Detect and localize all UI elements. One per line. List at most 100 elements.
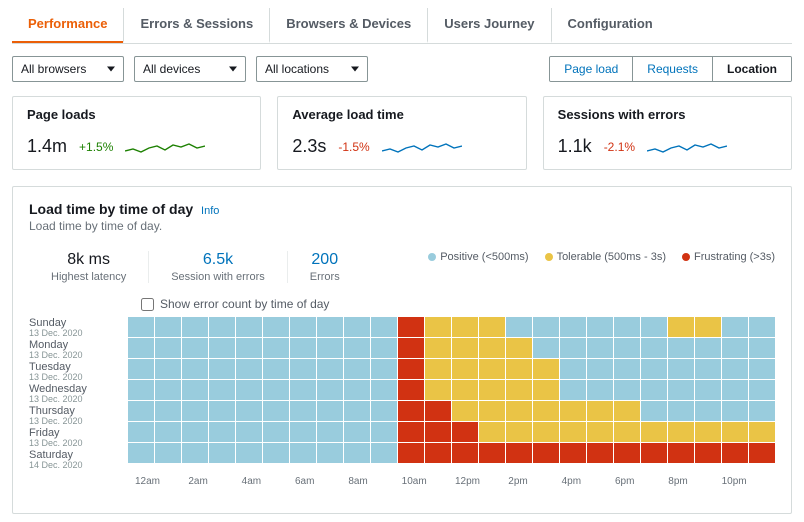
- heatmap-cell[interactable]: [587, 380, 613, 400]
- heatmap-cell[interactable]: [695, 338, 721, 358]
- heatmap-cell[interactable]: [155, 401, 181, 421]
- heatmap-cell[interactable]: [560, 401, 586, 421]
- heatmap-cell[interactable]: [236, 380, 262, 400]
- heatmap-cell[interactable]: [587, 338, 613, 358]
- heatmap-cell[interactable]: [236, 338, 262, 358]
- tab-configuration[interactable]: Configuration: [551, 8, 669, 43]
- heatmap-cell[interactable]: [668, 380, 694, 400]
- heatmap-cell[interactable]: [506, 401, 532, 421]
- heatmap-cell[interactable]: [722, 317, 748, 337]
- heatmap-cell[interactable]: [668, 422, 694, 442]
- heatmap-cell[interactable]: [749, 401, 775, 421]
- heatmap-cell[interactable]: [668, 359, 694, 379]
- heatmap-cell[interactable]: [344, 422, 370, 442]
- heatmap-cell[interactable]: [614, 422, 640, 442]
- heatmap-cell[interactable]: [209, 338, 235, 358]
- heatmap-cell[interactable]: [533, 380, 559, 400]
- heatmap-cell[interactable]: [209, 401, 235, 421]
- show-errors-input[interactable]: [141, 298, 154, 311]
- heatmap-cell[interactable]: [128, 380, 154, 400]
- heatmap-cell[interactable]: [236, 422, 262, 442]
- heatmap-cell[interactable]: [479, 422, 505, 442]
- heatmap-cell[interactable]: [128, 401, 154, 421]
- heatmap-cell[interactable]: [290, 380, 316, 400]
- heatmap-cell[interactable]: [614, 338, 640, 358]
- heatmap-cell[interactable]: [371, 401, 397, 421]
- info-link[interactable]: Info: [201, 205, 219, 217]
- view-toggle-location[interactable]: Location: [712, 57, 791, 81]
- heatmap-cell[interactable]: [371, 317, 397, 337]
- heatmap-cell[interactable]: [506, 317, 532, 337]
- heatmap-cell[interactable]: [722, 338, 748, 358]
- heatmap-cell[interactable]: [668, 317, 694, 337]
- heatmap-cell[interactable]: [479, 401, 505, 421]
- heatmap-cell[interactable]: [236, 359, 262, 379]
- heatmap-cell[interactable]: [317, 443, 343, 463]
- heatmap-cell[interactable]: [371, 422, 397, 442]
- heatmap-cell[interactable]: [344, 443, 370, 463]
- heatmap-cell[interactable]: [749, 338, 775, 358]
- heatmap-cell[interactable]: [506, 338, 532, 358]
- heatmap-cell[interactable]: [425, 380, 451, 400]
- devices-select[interactable]: All devices: [134, 56, 246, 82]
- heatmap-cell[interactable]: [506, 443, 532, 463]
- heatmap-cell[interactable]: [722, 443, 748, 463]
- heatmap-cell[interactable]: [398, 443, 424, 463]
- heatmap-cell[interactable]: [398, 401, 424, 421]
- heatmap-cell[interactable]: [722, 422, 748, 442]
- heatmap-cell[interactable]: [587, 359, 613, 379]
- heatmap-cell[interactable]: [182, 422, 208, 442]
- heatmap-cell[interactable]: [128, 443, 154, 463]
- heatmap-cell[interactable]: [452, 359, 478, 379]
- heatmap-cell[interactable]: [452, 338, 478, 358]
- heatmap-cell[interactable]: [290, 401, 316, 421]
- heatmap-cell[interactable]: [425, 317, 451, 337]
- heatmap-cell[interactable]: [155, 443, 181, 463]
- heatmap-cell[interactable]: [506, 422, 532, 442]
- heatmap-cell[interactable]: [209, 359, 235, 379]
- heatmap-cell[interactable]: [641, 359, 667, 379]
- heatmap-cell[interactable]: [344, 359, 370, 379]
- heatmap-cell[interactable]: [560, 443, 586, 463]
- heatmap-cell[interactable]: [155, 338, 181, 358]
- browsers-select[interactable]: All browsers: [12, 56, 124, 82]
- heatmap-cell[interactable]: [641, 401, 667, 421]
- heatmap-cell[interactable]: [533, 401, 559, 421]
- panel-stat[interactable]: 200Errors: [287, 251, 362, 283]
- heatmap-cell[interactable]: [209, 380, 235, 400]
- heatmap-cell[interactable]: [317, 422, 343, 442]
- heatmap-cell[interactable]: [722, 359, 748, 379]
- heatmap-cell[interactable]: [425, 401, 451, 421]
- heatmap-cell[interactable]: [695, 443, 721, 463]
- heatmap-cell[interactable]: [371, 359, 397, 379]
- heatmap-cell[interactable]: [425, 422, 451, 442]
- heatmap-cell[interactable]: [155, 422, 181, 442]
- heatmap-cell[interactable]: [560, 422, 586, 442]
- heatmap-cell[interactable]: [587, 443, 613, 463]
- heatmap-cell[interactable]: [587, 422, 613, 442]
- heatmap-cell[interactable]: [344, 317, 370, 337]
- heatmap-cell[interactable]: [479, 443, 505, 463]
- heatmap-cell[interactable]: [425, 338, 451, 358]
- tab-browsers-devices[interactable]: Browsers & Devices: [269, 8, 427, 43]
- heatmap-cell[interactable]: [668, 401, 694, 421]
- heatmap-cell[interactable]: [398, 359, 424, 379]
- tab-performance[interactable]: Performance: [12, 8, 123, 43]
- heatmap-cell[interactable]: [722, 401, 748, 421]
- heatmap-cell[interactable]: [452, 380, 478, 400]
- heatmap-cell[interactable]: [668, 443, 694, 463]
- heatmap-cell[interactable]: [182, 317, 208, 337]
- heatmap-cell[interactable]: [263, 422, 289, 442]
- heatmap-cell[interactable]: [668, 338, 694, 358]
- heatmap-cell[interactable]: [506, 380, 532, 400]
- heatmap-cell[interactable]: [560, 317, 586, 337]
- heatmap-cell[interactable]: [479, 380, 505, 400]
- show-errors-checkbox[interactable]: Show error count by time of day: [141, 297, 775, 311]
- view-toggle-page-load[interactable]: Page load: [550, 57, 632, 81]
- heatmap-cell[interactable]: [317, 359, 343, 379]
- heatmap-cell[interactable]: [533, 317, 559, 337]
- heatmap-cell[interactable]: [290, 422, 316, 442]
- heatmap-cell[interactable]: [587, 401, 613, 421]
- heatmap-cell[interactable]: [614, 380, 640, 400]
- heatmap-cell[interactable]: [263, 380, 289, 400]
